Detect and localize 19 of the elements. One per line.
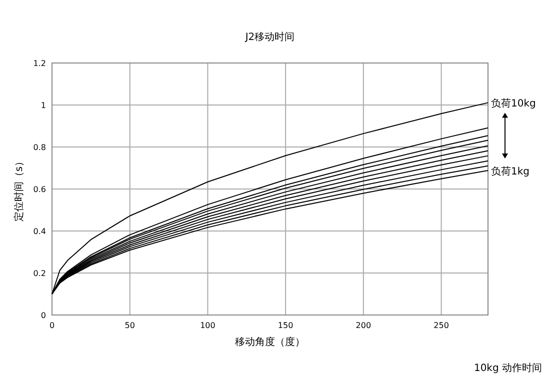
- y-tick-label: 0: [40, 311, 46, 320]
- y-tick-label: 0.6: [33, 185, 46, 194]
- x-tick-label: 50: [124, 321, 135, 330]
- chart-title: J2移动时间: [244, 31, 295, 43]
- x-tick-label: 150: [278, 321, 294, 330]
- x-axis-title: 移动角度（度）: [235, 336, 305, 348]
- x-tick-label: 250: [434, 321, 449, 330]
- y-tick-label: 0.2: [33, 269, 46, 278]
- y-axis-title: 定位时间（s）: [13, 156, 25, 222]
- y-tick-label: 1.2: [33, 59, 46, 68]
- y-tick-label: 0.8: [33, 143, 46, 152]
- text: 10kg 动作时间: [474, 362, 542, 374]
- x-tick-label: 0: [49, 321, 55, 330]
- y-tick-label: 1: [40, 101, 46, 110]
- x-tick-label: 200: [356, 321, 372, 330]
- series-label: 负荷10kg: [491, 98, 536, 110]
- x-tick-label: 100: [200, 321, 216, 330]
- y-tick-label: 0.4: [33, 227, 46, 236]
- legend-label: 负荷1kg: [491, 166, 530, 178]
